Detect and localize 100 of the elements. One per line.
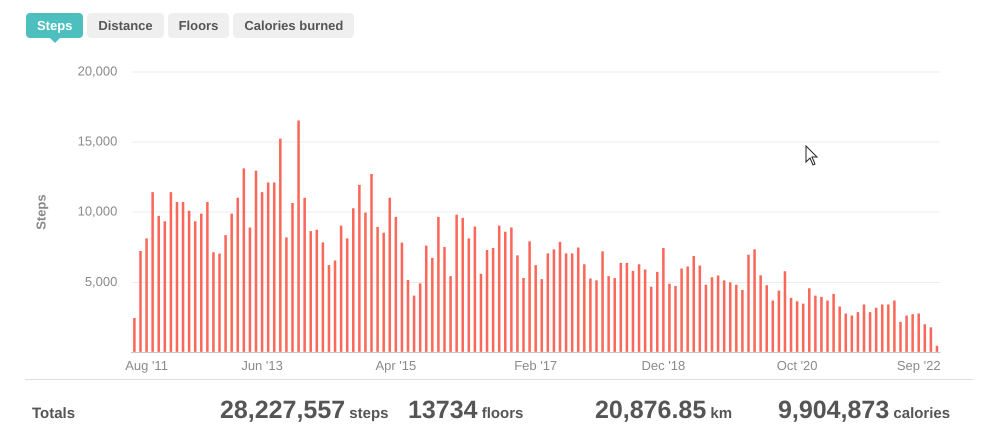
bar [133,318,136,352]
bar [364,212,367,352]
bar [692,256,696,352]
bar [741,290,744,352]
bar [474,226,476,352]
bar [437,216,440,352]
bar [394,216,398,352]
x-tick-label: Sep '22 [896,358,941,373]
text: Steps [37,18,72,33]
bar [747,254,750,352]
bar [412,296,416,352]
bar [680,268,683,352]
bar [236,198,240,352]
bar [832,294,835,352]
text: 13734 floors [408,396,524,424]
bar [492,248,494,352]
bar [230,214,233,352]
bar [400,242,404,352]
bar [480,274,482,352]
bar [784,271,786,352]
x-tick-label: Apr '15 [375,358,416,373]
bar [139,250,142,352]
bar [772,300,774,352]
bar [418,283,422,352]
bar [297,120,300,352]
text: Calories burned [244,18,344,33]
bar [340,226,342,352]
bar [790,298,792,352]
bar [796,301,798,352]
bar [753,249,756,352]
bar [218,254,221,352]
bar [170,192,172,352]
text: 20,876.85 km [595,396,732,424]
bar [728,282,732,352]
bar [328,265,330,352]
bar [638,264,640,352]
bar [528,241,531,352]
text: Distance [98,18,153,33]
bar [212,252,215,352]
bar [388,198,392,352]
bar [182,202,184,352]
bar [601,251,604,352]
bar [716,276,720,352]
bar [735,284,738,352]
bar [893,300,896,352]
bar [461,218,464,352]
bar [698,266,702,352]
bar [516,255,519,352]
bar [704,284,708,352]
bar [558,242,562,352]
bar [583,264,586,352]
bar [868,312,872,352]
bar [248,228,252,352]
bar [358,184,361,352]
bar [662,248,665,352]
bar [844,314,848,352]
bar [905,316,908,352]
bar [200,214,203,352]
bar [188,210,190,352]
bar [595,280,598,352]
bar [722,280,726,352]
bar [260,192,264,352]
bar [644,269,646,352]
bar [778,290,780,352]
bar [504,232,507,352]
bar [443,247,446,352]
bar [370,174,373,352]
x-tick-label: Jun '13 [241,358,283,373]
y-axis-title: Steps [33,194,48,230]
bar [266,182,270,352]
bar [164,221,166,352]
bar [206,202,209,352]
x-tick-label: Dec '18 [642,358,686,373]
bar [322,242,324,352]
bar [455,214,458,352]
bar [917,314,920,352]
bar [406,280,410,352]
bar [546,253,550,352]
bar [224,235,227,352]
bar [838,306,841,352]
bar [352,208,355,352]
bar [424,246,428,352]
bar [145,238,148,352]
bar [486,250,488,352]
x-tick-label: Aug '11 [125,358,168,373]
bar [157,216,160,352]
bar [710,277,714,352]
y-tick-label: 5,000 [84,274,118,289]
bar [194,221,196,352]
bar [650,286,652,352]
bar [911,314,914,352]
bar [899,322,902,352]
bar [376,226,379,352]
bar [759,275,762,352]
bar [291,202,294,352]
x-tick-label: Feb '17 [514,358,558,373]
bar [303,198,306,352]
bar [613,278,616,352]
bar [874,308,878,352]
bar [820,296,823,352]
